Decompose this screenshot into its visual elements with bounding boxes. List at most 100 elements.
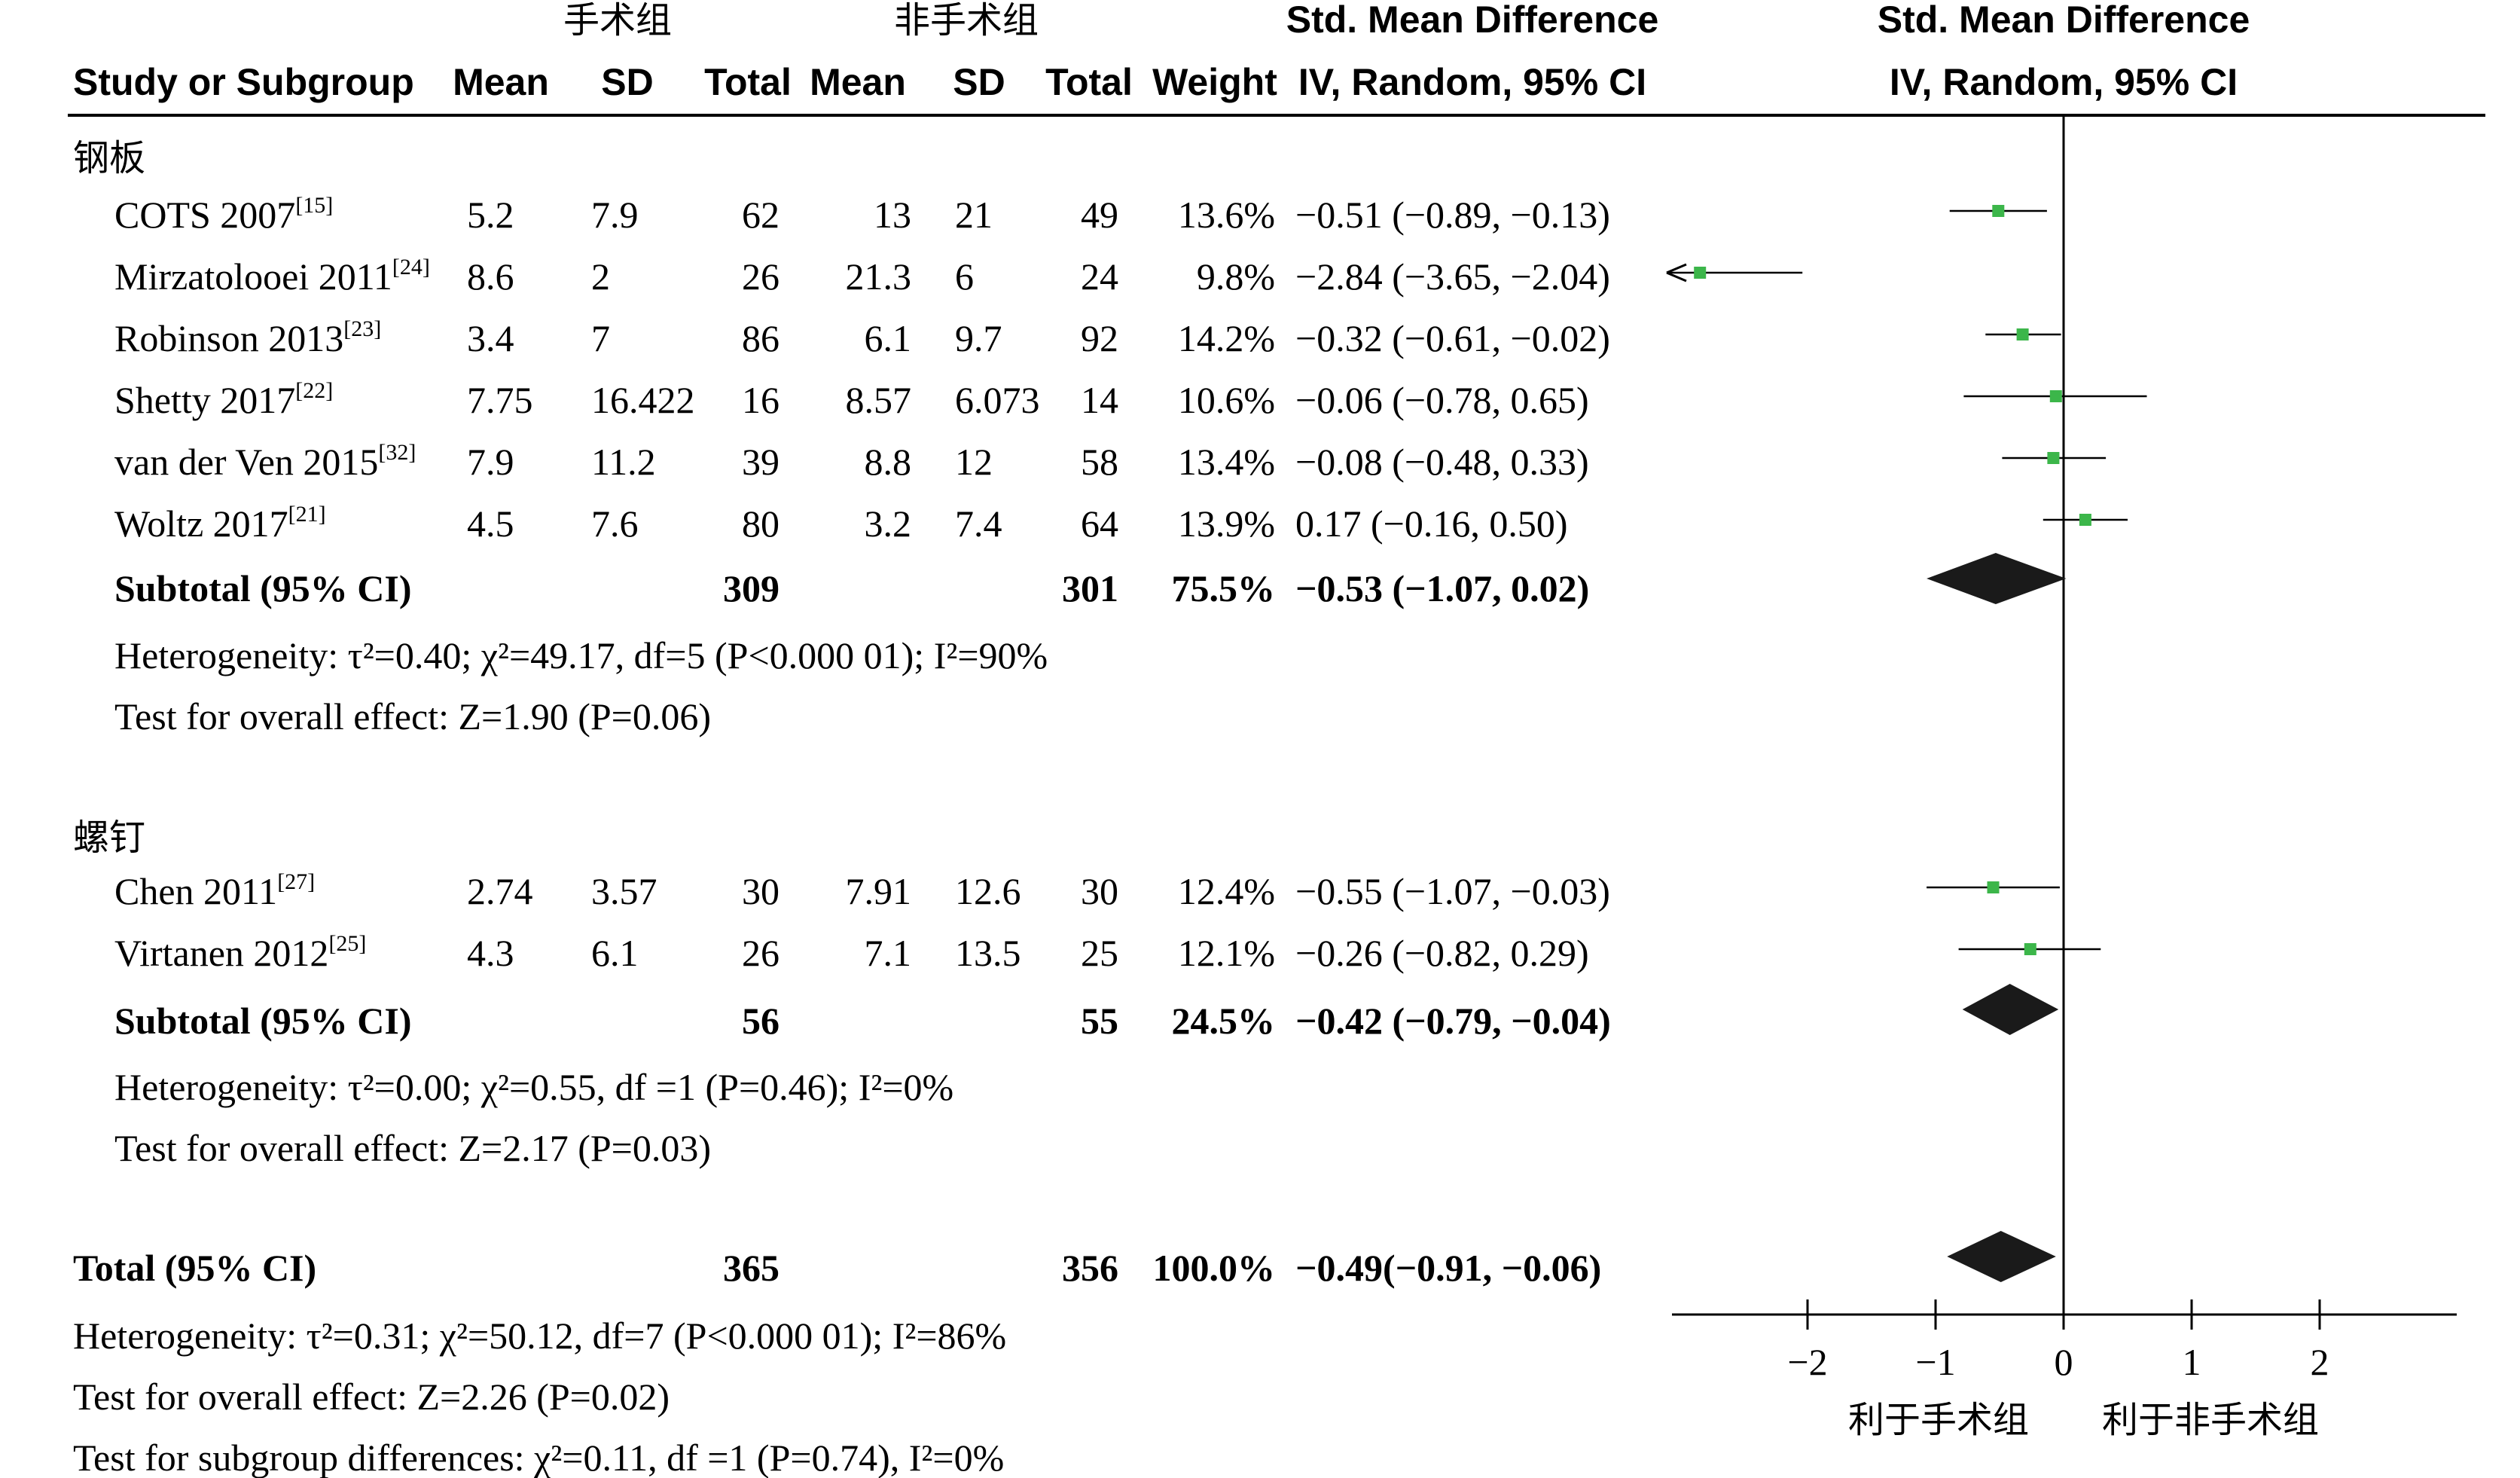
column-header-study: Study or Subgroup bbox=[73, 61, 414, 103]
study-m2: 7.91 bbox=[846, 870, 912, 912]
group2-header: 非手术组 bbox=[894, 0, 1039, 41]
study-weight: 12.4% bbox=[1178, 870, 1275, 912]
subtotal-label: Subtotal (95% CI) bbox=[114, 567, 411, 609]
study-ci: −0.26 (−0.82, 0.29) bbox=[1295, 932, 1589, 974]
column-header-total1: Total bbox=[704, 61, 792, 103]
study-sd1: 7.9 bbox=[591, 194, 639, 236]
heterogeneity-text: Heterogeneity: τ²=0.00; χ²=0.55, df =1 (… bbox=[114, 1066, 953, 1108]
study-name: Woltz 2017[21] bbox=[114, 502, 326, 545]
x-tick-label: −1 bbox=[1915, 1341, 1955, 1383]
study-sd1: 2 bbox=[591, 255, 610, 298]
group1-header: 手术组 bbox=[563, 0, 672, 41]
study-m2: 21.3 bbox=[846, 255, 912, 298]
study-n2: 30 bbox=[1081, 870, 1118, 912]
study-m2: 13 bbox=[874, 194, 911, 236]
subtotal-ci: −0.53 (−1.07, 0.02) bbox=[1295, 567, 1589, 609]
study-m1: 5.2 bbox=[467, 194, 514, 236]
subtotal-n1: 56 bbox=[742, 1000, 779, 1042]
study-m2: 7.1 bbox=[865, 932, 912, 974]
total-weight: 100.0% bbox=[1153, 1247, 1276, 1289]
study-n2: 58 bbox=[1081, 441, 1118, 483]
study-weight: 12.1% bbox=[1178, 932, 1275, 974]
smd-title: Std. Mean Difference bbox=[1286, 0, 1659, 41]
study-weight: 13.4% bbox=[1178, 441, 1275, 483]
study-m2: 6.1 bbox=[865, 317, 912, 359]
subtotal-n1: 309 bbox=[723, 567, 779, 609]
study-n1: 39 bbox=[742, 441, 779, 483]
study-sd2: 7.4 bbox=[955, 502, 1002, 545]
x-tick-label: −2 bbox=[1787, 1341, 1827, 1383]
study-m2: 8.57 bbox=[846, 379, 912, 421]
study-sd1: 7.6 bbox=[591, 502, 639, 545]
plot-method: IV, Random, 95% CI bbox=[1890, 61, 2238, 103]
column-header-sd1: SD bbox=[601, 61, 653, 103]
study-marker bbox=[2047, 452, 2060, 464]
study-weight: 10.6% bbox=[1178, 379, 1275, 421]
pooled-diamond bbox=[1927, 553, 2067, 604]
column-header-sd2: SD bbox=[953, 61, 1005, 103]
study-n2: 24 bbox=[1081, 255, 1118, 298]
total-heterogeneity-text: Heterogeneity: τ²=0.31; χ²=50.12, df=7 (… bbox=[73, 1315, 1006, 1357]
study-name: Virtanen 2012[25] bbox=[114, 931, 366, 974]
subtotal-n2: 55 bbox=[1081, 1000, 1118, 1042]
study-n1: 26 bbox=[742, 255, 779, 298]
study-marker bbox=[1992, 205, 2005, 217]
study-m1: 4.5 bbox=[467, 502, 514, 545]
study-sd2: 13.5 bbox=[955, 932, 1021, 974]
study-marker bbox=[2049, 390, 2062, 402]
study-sd2: 12 bbox=[955, 441, 993, 483]
study-weight: 9.8% bbox=[1197, 255, 1275, 298]
favors-left-label: 利于手术组 bbox=[1848, 1399, 2029, 1441]
study-n2: 25 bbox=[1081, 932, 1118, 974]
smd-method: IV, Random, 95% CI bbox=[1298, 61, 1646, 103]
study-weight: 13.9% bbox=[1178, 502, 1275, 545]
study-n2: 14 bbox=[1081, 379, 1118, 421]
study-n1: 26 bbox=[742, 932, 779, 974]
study-m1: 7.75 bbox=[467, 379, 533, 421]
study-sd2: 12.6 bbox=[955, 870, 1021, 912]
x-tick-label: 2 bbox=[2311, 1341, 2329, 1383]
study-sd2: 6 bbox=[955, 255, 974, 298]
study-n1: 30 bbox=[742, 870, 779, 912]
subgroup-label: 钢板 bbox=[73, 137, 145, 179]
study-ci: 0.17 (−0.16, 0.50) bbox=[1295, 502, 1568, 545]
study-ci: −0.06 (−0.78, 0.65) bbox=[1295, 379, 1589, 421]
overall-effect-text: Test for overall effect: Z=2.17 (P=0.03) bbox=[114, 1127, 711, 1169]
study-marker bbox=[2016, 328, 2029, 340]
subtotal-n2: 301 bbox=[1062, 567, 1118, 609]
study-marker bbox=[2079, 514, 2091, 526]
overall-effect-text: Test for overall effect: Z=1.90 (P=0.06) bbox=[114, 695, 711, 737]
study-name: Mirzatolooei 2011[24] bbox=[114, 255, 430, 298]
study-sd1: 11.2 bbox=[591, 441, 656, 483]
plot-title: Std. Mean Difference bbox=[1878, 0, 2250, 41]
study-n2: 92 bbox=[1081, 317, 1118, 359]
subtotal-weight: 24.5% bbox=[1172, 1000, 1276, 1042]
x-tick-label: 1 bbox=[2183, 1341, 2201, 1383]
study-name: van der Ven 2015[32] bbox=[114, 440, 416, 483]
total-label: Total (95% CI) bbox=[73, 1247, 316, 1289]
study-sd1: 6.1 bbox=[591, 932, 639, 974]
study-n1: 86 bbox=[742, 317, 779, 359]
total-n1: 365 bbox=[723, 1247, 779, 1289]
x-tick-label: 0 bbox=[2055, 1341, 2073, 1383]
study-ci: −0.55 (−1.07, −0.03) bbox=[1295, 870, 1610, 912]
study-sd2: 6.073 bbox=[955, 379, 1040, 421]
study-ci: −2.84 (−3.65, −2.04) bbox=[1295, 255, 1610, 298]
study-ci: −0.32 (−0.61, −0.02) bbox=[1295, 317, 1610, 359]
study-n1: 62 bbox=[742, 194, 779, 236]
study-sd1: 7 bbox=[591, 317, 610, 359]
ci-arrow bbox=[1666, 263, 1687, 282]
study-n1: 80 bbox=[742, 502, 779, 545]
favors-right-label: 利于非手术组 bbox=[2102, 1399, 2319, 1441]
study-name: Robinson 2013[23] bbox=[114, 316, 381, 359]
study-m2: 8.8 bbox=[865, 441, 912, 483]
subgroup-label: 螺钉 bbox=[73, 817, 145, 859]
study-sd1: 16.422 bbox=[591, 379, 695, 421]
total-ci: −0.49(−0.91, −0.06) bbox=[1295, 1247, 1601, 1289]
subtotal-label: Subtotal (95% CI) bbox=[114, 1000, 411, 1042]
study-weight: 13.6% bbox=[1178, 194, 1275, 236]
study-sd1: 3.57 bbox=[591, 870, 657, 912]
column-header-mean2: Mean bbox=[810, 61, 906, 103]
column-header-weight: Weight bbox=[1152, 61, 1277, 103]
